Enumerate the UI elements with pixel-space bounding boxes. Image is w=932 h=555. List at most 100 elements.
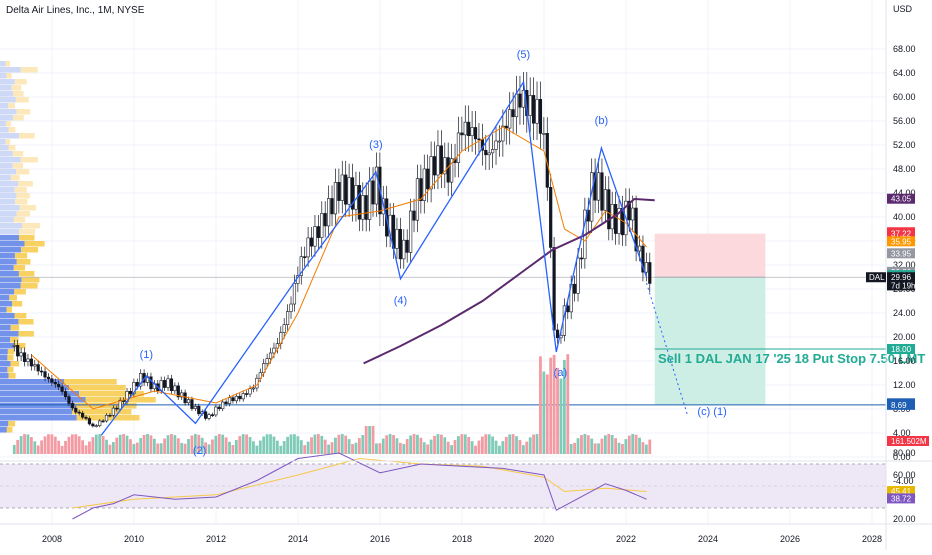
volume-profile-bar [21,277,40,283]
volume-bar [470,441,474,454]
candle [422,168,426,201]
candle [538,99,543,134]
candle [91,423,95,427]
volume-bar [398,442,402,454]
price-label-text: 18.00 [891,345,912,354]
volume-profile-bar [0,373,9,379]
volume-bar [146,434,149,454]
price-tick-label: 20.00 [893,332,916,342]
volume-bar [70,434,74,454]
volume-bar [545,374,549,454]
volume-profile-bar [8,145,16,151]
volume-profile-bar [10,361,20,367]
volume-bar [108,444,112,454]
volume-profile-bar [8,127,16,133]
volume-bar [170,434,173,454]
volume-profile-bar [0,247,21,253]
candle [87,418,92,425]
volume-bar [135,442,139,454]
candle [549,187,553,248]
volume-bar [50,434,54,454]
price-tick-label: 44.00 [893,188,916,198]
volume-profile-bar [13,265,26,271]
volume-bar [460,434,464,454]
volume-profile-bar [0,85,12,91]
volume-bar [40,440,44,454]
time-tick-label: 2008 [42,534,62,544]
rsi-label-badge [887,493,915,504]
volume-bar [463,434,467,454]
volume-bar [84,445,88,454]
volume-profile-bar [16,109,31,115]
volume-bar [248,436,252,454]
volume-bar [105,439,108,454]
candle [77,411,81,414]
volume-profile-bar [12,151,24,157]
volume-profile-bar [0,193,17,199]
volume-bar [159,443,163,454]
candle [29,358,33,367]
volume-profile-bar [0,289,15,295]
volume-bar [385,435,389,454]
candle [108,414,112,417]
volume-profile-bar [20,247,39,253]
volume-bar [74,434,78,454]
volume-bar [525,441,529,454]
candle [115,407,119,410]
volume-bar [368,426,372,454]
candle [344,174,348,205]
volume-profile-bar [15,199,28,205]
volume-bar [477,440,481,454]
volume-bar [258,440,262,454]
candle [53,382,57,385]
candle [40,370,44,373]
volume-bar [371,426,375,454]
candle [217,406,221,410]
candle [627,200,631,221]
candle [374,166,379,205]
candle [532,95,536,124]
elliott-wave-line [100,80,648,436]
volume-bar [357,438,361,454]
price-tick-label: 32.00 [893,260,916,270]
candle [432,156,437,176]
volume-bar [255,445,259,454]
candle [36,364,40,372]
volume-bar [241,434,245,454]
candle [542,133,546,135]
wave-label: (5) [517,49,530,61]
volume-bar [64,440,67,454]
volume-bar [487,434,491,454]
volume-bar [361,435,365,454]
volume-profile-bar [7,355,14,361]
volume-profile-bar [0,73,7,79]
volume-bar [98,434,102,454]
candle [347,177,351,205]
volume-profile-bar [12,301,23,307]
volume-bar [542,371,546,454]
volume-profile-bar [6,307,12,313]
volume-profile-bar [11,85,22,91]
price-label-text: 8.69 [891,401,907,410]
symbol-badge-text: DAL [869,273,885,282]
rsi-line [72,452,647,520]
rsi-label-text: 45.41 [891,487,912,496]
candle [251,387,256,390]
volume-label-text: 161.502M [891,437,927,446]
candle [528,95,532,116]
candle [371,180,375,205]
volume-bar [217,434,221,454]
volume-bar [439,434,443,454]
candle [180,392,184,398]
candle [637,245,642,252]
volume-bar [81,440,85,454]
volume-bar [214,435,218,454]
candle [467,121,471,137]
rsi-label-badge [887,486,915,497]
volume-profile-bar [15,97,29,103]
candle [316,226,320,238]
volume-profile-bar [0,349,8,355]
candle [412,210,416,221]
